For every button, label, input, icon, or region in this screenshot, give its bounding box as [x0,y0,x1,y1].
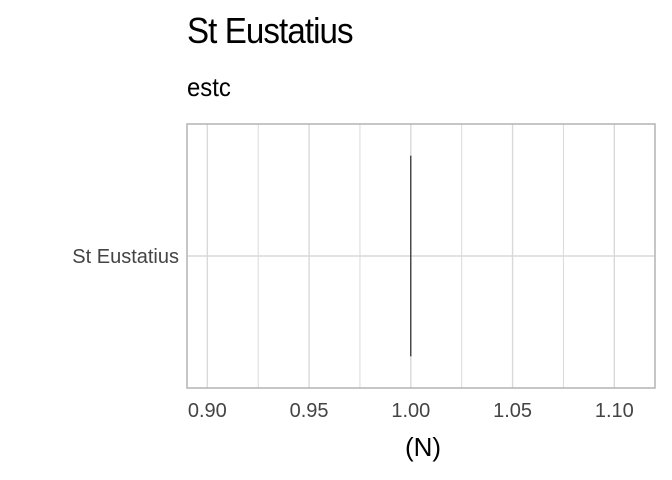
y-axis-ticks: St Eustatius [72,246,179,268]
panel-border [186,123,656,389]
grid-lines [187,124,655,388]
x-tick-label: 0.90 [188,400,227,422]
x-tick-label: 1.05 [493,400,532,422]
x-tick-label: 1.10 [595,400,634,422]
chart-title: St Eustatius [187,10,354,51]
chart-subtitle: estc [187,72,231,102]
x-tick-label: 0.95 [290,400,329,422]
x-axis-ticks: 0.90 0.95 1.00 1.05 1.10 [188,400,634,422]
y-tick-label: St Eustatius [72,246,179,268]
x-tick-label: 1.00 [391,400,430,422]
x-axis-title: (N) [405,432,441,462]
